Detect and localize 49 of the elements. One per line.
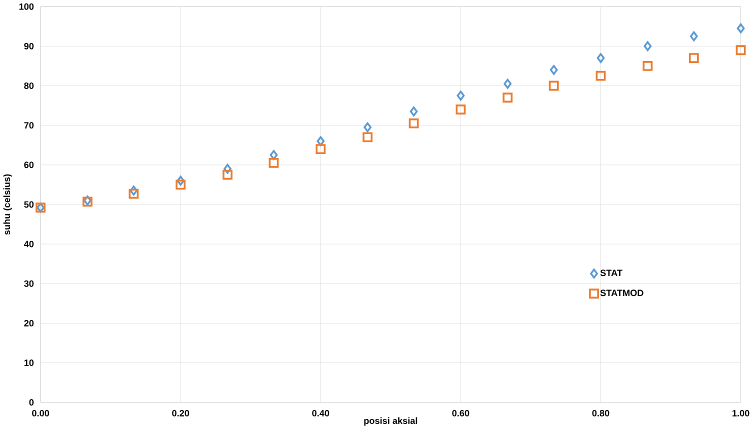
x-tick-label: 0.40 — [312, 410, 330, 416]
point — [642, 60, 653, 71]
point — [128, 188, 139, 199]
y-tick-label: 0 — [29, 399, 34, 406]
y-tick-label: 80 — [24, 82, 34, 89]
point — [596, 53, 605, 63]
point — [736, 23, 745, 34]
legend-label: STAT — [600, 270, 622, 276]
point — [270, 150, 278, 160]
point — [596, 70, 606, 81]
point — [410, 106, 418, 116]
y-axis-title: suhu (celsius) — [3, 174, 12, 235]
x-tick-label: 0.80 — [592, 410, 610, 416]
y-tick-label: 90 — [24, 42, 34, 50]
y-tick-label: 20 — [24, 320, 34, 326]
point — [456, 104, 466, 114]
point — [130, 186, 138, 196]
y-tick-label: 70 — [24, 122, 34, 128]
point — [408, 118, 419, 128]
y-tick-label: 40 — [24, 240, 34, 248]
point — [224, 164, 232, 174]
point — [690, 31, 698, 42]
y-tick-label: 50 — [24, 201, 34, 208]
x-axis-title: posisi aksial — [364, 417, 418, 426]
point — [316, 136, 325, 146]
point — [504, 78, 512, 89]
point — [644, 41, 652, 52]
point — [268, 158, 279, 168]
y-tick-label: 30 — [24, 280, 34, 287]
point — [316, 144, 326, 154]
x-tick-label: 0.60 — [452, 410, 470, 416]
point — [550, 64, 558, 75]
point — [176, 180, 186, 190]
x-tick-label: 1.00 — [732, 410, 750, 416]
point — [176, 176, 185, 186]
y-tick-label: 100 — [19, 3, 34, 10]
x-tick-label: 0.00 — [32, 410, 50, 416]
point — [736, 45, 746, 56]
y-tick-label: 10 — [24, 359, 34, 366]
point — [688, 53, 699, 63]
y-tick-label: 60 — [24, 162, 34, 168]
point — [502, 92, 513, 103]
point — [362, 132, 373, 142]
point — [548, 80, 559, 91]
x-tick-label: 0.20 — [172, 410, 190, 416]
point — [456, 90, 465, 101]
point — [222, 170, 232, 180]
point — [364, 122, 372, 132]
legend-label: STATMOD — [600, 290, 644, 296]
